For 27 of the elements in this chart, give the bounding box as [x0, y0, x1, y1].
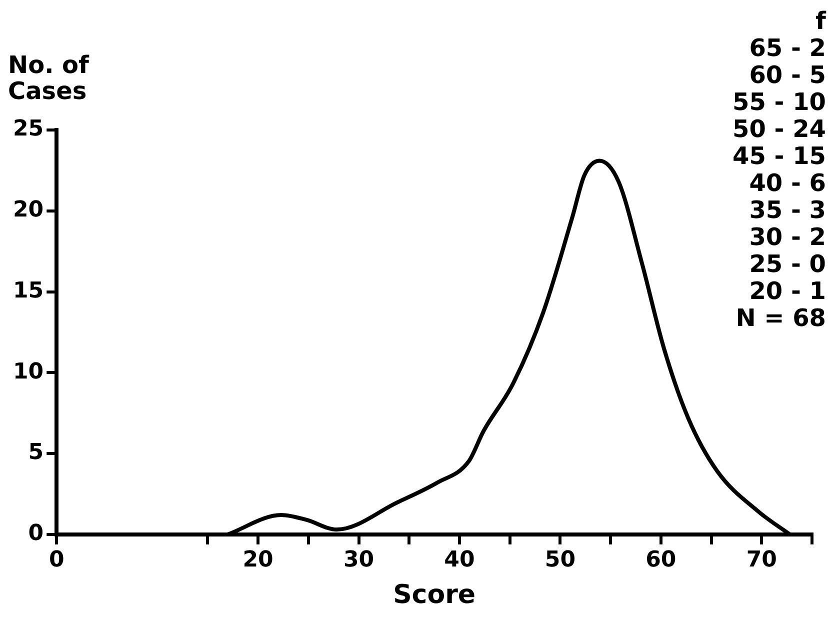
text: f	[814, 7, 826, 35]
x-tick-label: 60	[646, 547, 676, 572]
text: 55 - 10	[732, 88, 826, 116]
x-axis-title: Score	[393, 580, 476, 610]
y-tick-label: 0	[28, 521, 44, 546]
annotation: 50 - 24	[732, 115, 826, 143]
y-tick-label: 20	[12, 198, 44, 223]
annotation: 20 - 1	[748, 277, 826, 305]
y-tick-label: 15	[12, 278, 44, 304]
text: 65 - 2	[748, 34, 826, 62]
annotation: 25 - 0	[748, 250, 826, 278]
annotation: N = 68	[734, 304, 826, 332]
y-tick-label: 25	[12, 116, 44, 142]
annotation: 30 - 2	[748, 223, 826, 251]
annotation: 35 - 3	[748, 196, 826, 224]
annotation: 40 - 6	[748, 169, 826, 197]
x-tick-label: 30	[343, 547, 374, 572]
x-tick-label: 0	[48, 547, 64, 572]
text: 60 - 5	[748, 61, 826, 89]
x-tick-label: 50	[544, 547, 576, 572]
x-tick-label: 70	[746, 547, 777, 572]
y-tick-label: 10	[12, 359, 44, 384]
y-axis-title: No. of Cases	[8, 51, 90, 105]
annotation: 45 - 15	[732, 142, 826, 170]
x-tick-label: 20	[242, 547, 274, 572]
y-tick-label: 5	[28, 440, 44, 466]
x-tick-label: 40	[444, 547, 475, 572]
